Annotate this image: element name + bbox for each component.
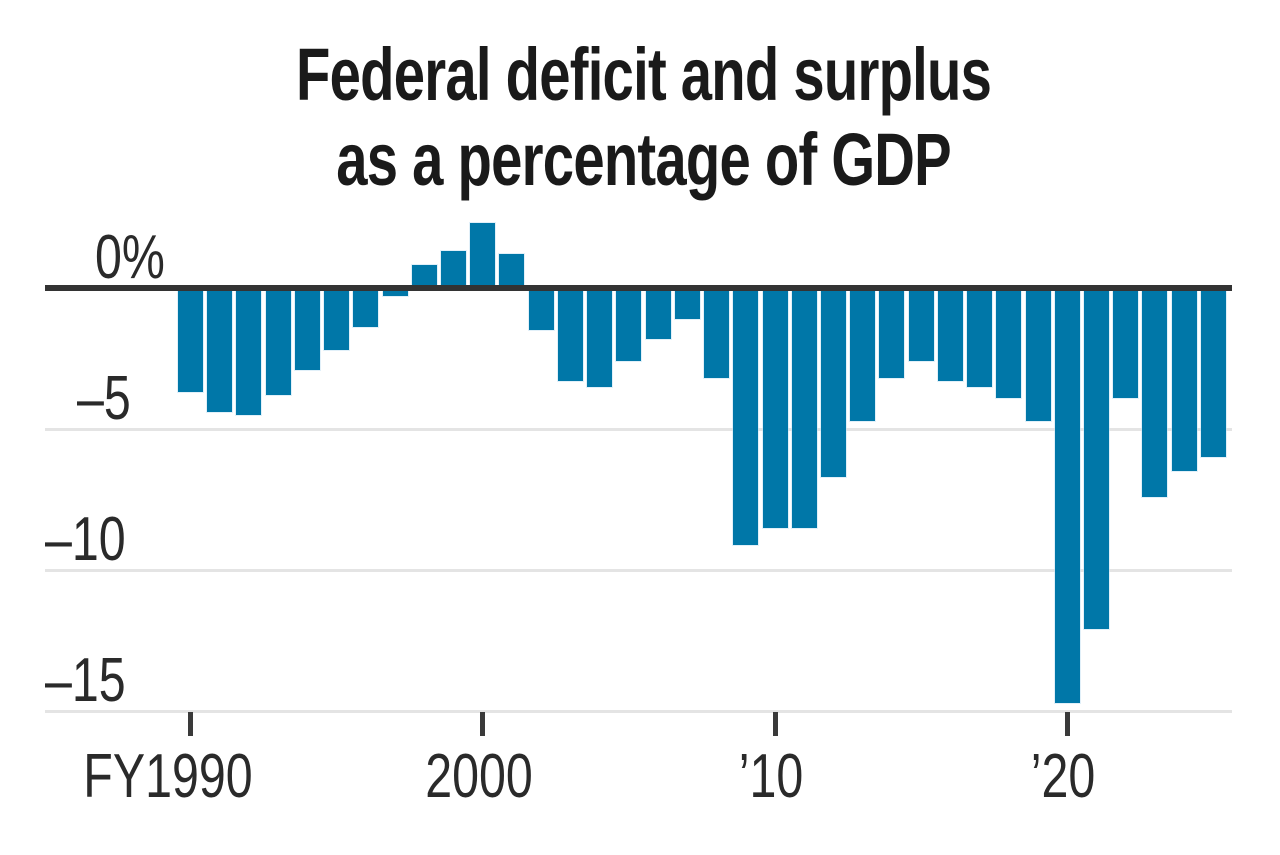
- bar-2006: [645, 288, 671, 339]
- bar-2021: [1084, 288, 1110, 630]
- bar-2018: [996, 288, 1022, 398]
- bar-1993: [265, 288, 291, 396]
- chart-title-line2: as a percentage of GDP: [336, 118, 951, 201]
- bar-1991: [207, 288, 233, 413]
- bar-2023: [1142, 288, 1168, 497]
- bar-1990: [177, 288, 203, 393]
- bar-2011: [791, 288, 817, 528]
- bar-2014: [879, 288, 905, 379]
- x-axis-label-1990: FY1990: [83, 742, 254, 811]
- bar-2007: [674, 288, 700, 320]
- gridline--15: [45, 709, 1232, 713]
- bar-2024: [1171, 288, 1197, 472]
- y-axis-label--15: –15: [45, 645, 126, 715]
- bar-2004: [587, 288, 613, 387]
- bar-1995: [324, 288, 350, 351]
- x-axis-label-2000: 2000: [424, 742, 533, 811]
- bar-2008: [704, 288, 730, 379]
- zero-axis-line: [45, 285, 1232, 291]
- chart-title: Federal deficit and surplus as a percent…: [157, 32, 1130, 202]
- bar-2019: [1025, 288, 1051, 421]
- chart-title-line1: Federal deficit and surplus: [296, 33, 992, 116]
- bar-2010: [762, 288, 788, 528]
- y-axis-label--10: –10: [45, 504, 126, 574]
- bar-1997: [382, 288, 408, 297]
- bar-2013: [850, 288, 876, 421]
- bar-2002: [528, 288, 554, 331]
- bar-2016: [937, 288, 963, 382]
- x-tick-1990: [187, 712, 193, 736]
- gridline--10: [45, 568, 1232, 572]
- bar-2000: [470, 223, 496, 288]
- bar-2022: [1113, 288, 1139, 398]
- bar-2017: [967, 288, 993, 387]
- bar-1992: [236, 288, 262, 415]
- bar-2015: [908, 288, 934, 362]
- x-tick-2020: [1064, 712, 1070, 736]
- bar-2001: [499, 254, 525, 288]
- bar-1996: [353, 288, 379, 328]
- bar-1999: [440, 251, 466, 288]
- x-tick-2010: [772, 712, 778, 736]
- x-axis-label-2020: ’20: [1031, 742, 1096, 811]
- bar-2003: [557, 288, 583, 382]
- y-axis-label-0: 0%: [95, 222, 165, 292]
- gridline--5: [45, 427, 1232, 431]
- x-axis-label-2010: ’10: [738, 742, 804, 811]
- bar-2025: [1200, 288, 1226, 458]
- bar-2009: [733, 288, 759, 545]
- bar-2005: [616, 288, 642, 362]
- bar-2020: [1054, 288, 1080, 703]
- bar-1994: [294, 288, 320, 370]
- x-tick-2000: [480, 712, 486, 736]
- y-axis-label--5: –5: [77, 363, 131, 433]
- bar-1998: [411, 265, 437, 288]
- bar-2012: [820, 288, 846, 477]
